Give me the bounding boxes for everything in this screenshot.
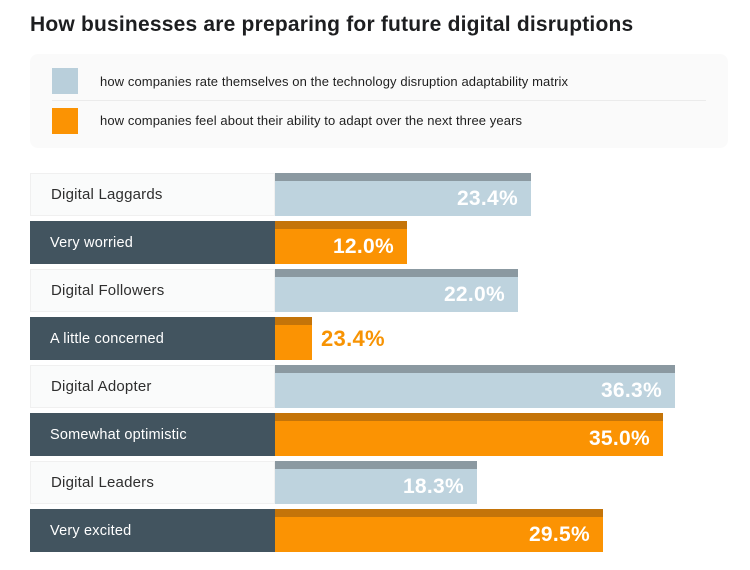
- legend-item-self-rating: how companies rate themselves on the tec…: [52, 62, 706, 101]
- bar-value: 35.0%: [588, 426, 650, 450]
- legend-swatch-orange: [52, 107, 78, 134]
- bar: 23.4%: [275, 173, 531, 216]
- row-label: A little concerned: [30, 317, 275, 360]
- row-label: Digital Laggards: [30, 173, 275, 216]
- bar-area: 23.4%: [275, 317, 750, 360]
- row-label: Digital Followers: [30, 269, 275, 312]
- chart-row: Very worried 12.0%: [0, 221, 750, 264]
- bar-value: 36.3%: [600, 378, 662, 402]
- chart-row: Very excited 29.5%: [0, 509, 750, 552]
- bar: 29.5%: [275, 509, 603, 552]
- chart-row: Digital Leaders 18.3%: [0, 461, 750, 504]
- bar-value: 12.0%: [332, 234, 394, 258]
- bar-area: 12.0%: [275, 221, 750, 264]
- bar-area: 36.3%: [275, 365, 750, 408]
- row-label: Very worried: [30, 221, 275, 264]
- chart-row: Digital Adopter 36.3%: [0, 365, 750, 408]
- legend: how companies rate themselves on the tec…: [30, 54, 728, 148]
- page-title: How businesses are preparing for future …: [30, 13, 634, 36]
- chart-row: Digital Laggards 23.4%: [0, 173, 750, 216]
- row-label: Digital Adopter: [30, 365, 275, 408]
- legend-label-outlook: how companies feel about their ability t…: [100, 113, 523, 128]
- row-label: Somewhat optimistic: [30, 413, 275, 456]
- bar: 18.3%: [275, 461, 477, 504]
- bar-chart: Digital Laggards 23.4% Very worried 12.0…: [0, 173, 750, 552]
- bar-area: 29.5%: [275, 509, 750, 552]
- bar-value: 22.0%: [443, 282, 505, 306]
- bar: 35.0%: [275, 413, 663, 456]
- bar: 22.0%: [275, 269, 518, 312]
- row-label: Very excited: [30, 509, 275, 552]
- bar-value: 18.3%: [402, 474, 464, 498]
- bar-value-outside: 23.4%: [321, 325, 385, 351]
- bar: 36.3%: [275, 365, 675, 408]
- chart-row: Somewhat optimistic 35.0%: [0, 413, 750, 456]
- bar: 12.0%: [275, 221, 407, 264]
- bar: [275, 317, 312, 360]
- bar-area: 23.4%: [275, 173, 750, 216]
- bar-area: 18.3%: [275, 461, 750, 504]
- bar-area: 22.0%: [275, 269, 750, 312]
- bar-area: 35.0%: [275, 413, 750, 456]
- bar-value: 29.5%: [528, 522, 590, 546]
- chart-row: Digital Followers 22.0%: [0, 269, 750, 312]
- legend-swatch-blue: [52, 68, 78, 94]
- row-label: Digital Leaders: [30, 461, 275, 504]
- legend-item-outlook: how companies feel about their ability t…: [52, 101, 706, 140]
- legend-label-self-rating: how companies rate themselves on the tec…: [100, 73, 569, 89]
- bar-value: 23.4%: [456, 186, 518, 210]
- chart-row: A little concerned 23.4%: [0, 317, 750, 360]
